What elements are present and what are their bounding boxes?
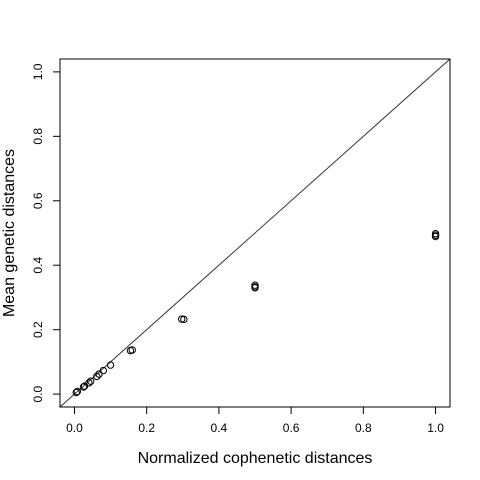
plot-area [59, 58, 451, 408]
y-tick-label: 1.0 [31, 63, 45, 80]
x-axis-label: Normalized cophenetic distances [138, 450, 373, 467]
data-point [106, 361, 115, 369]
identity-reference-line [59, 58, 451, 408]
y-axis-label: Mean genetic distances [1, 149, 18, 317]
x-tick-label: 0.8 [355, 421, 372, 435]
x-tick-label: 0.0 [66, 421, 83, 435]
data-point [79, 383, 88, 391]
data-point [251, 284, 259, 292]
y-tick-label: 0.2 [31, 321, 45, 338]
x-axis: 0.0 0.2 0.4 0.6 0.8 1.0 [66, 406, 444, 435]
y-tick-label: 0.8 [31, 128, 45, 145]
data-point [85, 379, 93, 387]
data-point [72, 388, 80, 397]
data-point [73, 387, 82, 396]
data-point [93, 372, 101, 381]
data-point [86, 377, 95, 385]
x-tick-label: 0.2 [138, 421, 155, 435]
data-point [128, 346, 136, 354]
y-tick-label: 0.0 [31, 385, 45, 402]
x-tick-label: 0.4 [211, 421, 228, 435]
data-point [180, 315, 188, 324]
data-point [95, 370, 103, 378]
data-point [99, 366, 108, 375]
y-axis: 0.0 0.2 0.4 0.6 0.8 1.0 [31, 63, 61, 402]
x-tick-label: 1.0 [427, 421, 444, 435]
x-tick-label: 0.6 [283, 421, 300, 435]
data-point [431, 232, 440, 241]
y-tick-label: 0.4 [31, 257, 45, 274]
y-tick-label: 0.6 [31, 192, 45, 209]
